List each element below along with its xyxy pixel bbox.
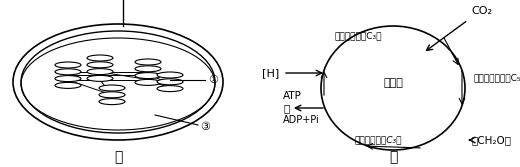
Ellipse shape bbox=[55, 82, 81, 88]
Text: 多种酶: 多种酶 bbox=[383, 78, 403, 88]
Ellipse shape bbox=[99, 92, 125, 98]
Ellipse shape bbox=[157, 86, 183, 92]
Ellipse shape bbox=[135, 66, 161, 72]
Ellipse shape bbox=[157, 72, 183, 78]
Ellipse shape bbox=[157, 79, 183, 85]
Text: 乙: 乙 bbox=[389, 150, 397, 164]
Text: [H]: [H] bbox=[262, 68, 279, 78]
Ellipse shape bbox=[135, 59, 161, 65]
Ellipse shape bbox=[99, 99, 125, 105]
Ellipse shape bbox=[55, 62, 81, 68]
Ellipse shape bbox=[87, 55, 113, 61]
Text: 二磷酸核酮糖（C₅）: 二磷酸核酮糖（C₅） bbox=[473, 73, 520, 82]
Text: ③: ③ bbox=[200, 122, 210, 132]
Ellipse shape bbox=[135, 79, 161, 85]
Text: ①: ① bbox=[208, 75, 218, 85]
Text: CO₂: CO₂ bbox=[471, 6, 492, 16]
Text: 酶: 酶 bbox=[283, 103, 289, 113]
Ellipse shape bbox=[87, 62, 113, 68]
Ellipse shape bbox=[87, 75, 113, 81]
Ellipse shape bbox=[87, 69, 113, 75]
Ellipse shape bbox=[21, 31, 215, 133]
Text: （CH₂O）: （CH₂O） bbox=[471, 135, 511, 145]
Text: 磷酸粤油酸（C₃）: 磷酸粤油酸（C₃） bbox=[354, 135, 402, 144]
Ellipse shape bbox=[55, 76, 81, 82]
Text: 磷酸粤油酸（C₃）: 磷酸粤油酸（C₃） bbox=[334, 32, 382, 41]
Text: ADP+Pi: ADP+Pi bbox=[283, 115, 320, 125]
Ellipse shape bbox=[135, 73, 161, 79]
Text: 甲: 甲 bbox=[114, 150, 122, 164]
Ellipse shape bbox=[55, 69, 81, 75]
Ellipse shape bbox=[99, 85, 125, 91]
Text: ATP: ATP bbox=[283, 91, 302, 101]
